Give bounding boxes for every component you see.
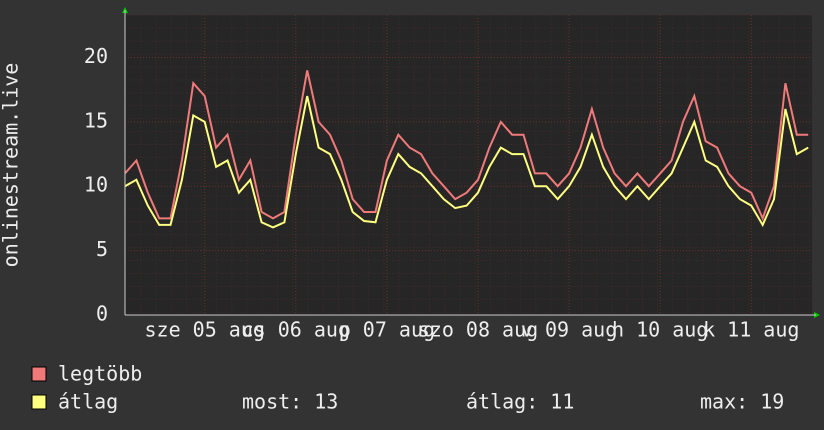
x-tick-label: p 07 aug [339,318,435,342]
axis-arrow [814,312,820,318]
y-tick-label: 20 [84,44,108,68]
y-axis-label: onlinestream.live [0,63,23,268]
legend-swatch [31,366,47,382]
x-tick-label: sze 05 aug [144,318,264,342]
x-tick-label: cs 06 aug [242,318,350,342]
series-line [124,95,809,229]
y-tick-label: 5 [96,237,108,261]
stat-label: max: 19 [700,390,784,414]
series-line [124,70,809,222]
legend: legtöbb átlag most: 13 átlag: 11 max: 19 [31,362,784,414]
minor-grid [125,15,812,315]
legend-label: legtöbb [58,362,142,386]
legend-label: átlag [58,390,118,414]
x-tick-label: szo 08 aug [418,318,538,342]
stat-label: átlag: 11 [466,390,574,414]
x-tick-label: k 11 aug [703,318,799,342]
legend-swatch [31,394,47,410]
y-tick-label: 0 [96,302,108,326]
x-tick-label: h 10 aug [612,318,708,342]
x-tick-label: v 09 aug [521,318,617,342]
y-tick-label: 10 [84,173,108,197]
y-tick-label: 15 [84,108,108,132]
stat-label: most: 13 [242,390,338,414]
